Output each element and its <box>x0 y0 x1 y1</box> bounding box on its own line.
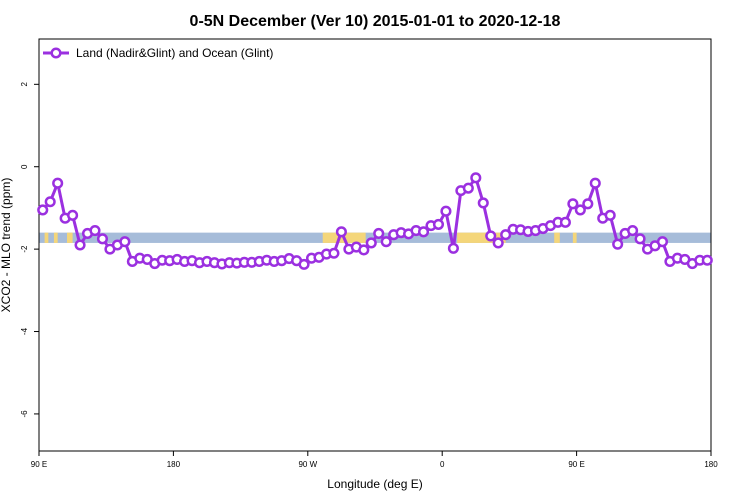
data-point <box>432 218 445 230</box>
land-band-segment <box>44 232 49 243</box>
x-tick-label: 90 E <box>568 460 584 469</box>
legend: Land (Nadir&Glint) and Ocean (Glint) <box>43 46 273 60</box>
y-axis: 2 0 -2 -4 -6 <box>20 82 39 418</box>
x-tick-label: 180 <box>167 460 181 469</box>
y-tick-label: 2 <box>20 82 29 87</box>
data-point <box>335 226 347 238</box>
chart-title: 0-5N December (Ver 10) 2015-01-01 to 202… <box>190 13 561 30</box>
legend-marker <box>50 47 62 59</box>
data-point <box>44 196 56 208</box>
x-axis-label: Longitude (deg E) <box>327 477 422 491</box>
data-point <box>417 226 430 238</box>
data-point <box>627 225 639 237</box>
land-band-segment <box>53 232 58 243</box>
data-point <box>656 236 669 248</box>
data-point <box>589 177 601 189</box>
y-tick-label: -4 <box>20 327 29 335</box>
x-axis: 90 E 180 90 W 0 90 E 180 <box>31 451 718 469</box>
series-line <box>41 176 708 266</box>
data-point <box>52 177 64 189</box>
x-tick-label: 180 <box>704 460 718 469</box>
data-point <box>328 247 340 259</box>
data-point <box>89 225 101 237</box>
land-band-segment <box>572 232 577 243</box>
data-point <box>358 244 370 256</box>
data-point <box>485 230 497 242</box>
plot-frame <box>38 38 712 452</box>
data-point <box>447 242 459 254</box>
data-point <box>462 182 474 194</box>
data-point <box>470 172 482 184</box>
data-point <box>440 205 452 217</box>
legend-label: Land (Nadir&Glint) and Ocean (Glint) <box>76 46 273 60</box>
land-band-segment <box>554 232 560 243</box>
data-point <box>119 236 131 248</box>
y-axis-label: XCO2 - MLO trend (ppm) <box>0 178 13 313</box>
data-point <box>582 198 594 210</box>
data-point <box>500 229 512 241</box>
data-point <box>574 204 586 216</box>
data-point <box>298 258 310 270</box>
series-land-nadir-glint-ocean-glint <box>37 172 713 270</box>
y-tick-label: -6 <box>20 410 29 418</box>
data-point <box>701 254 713 266</box>
land-band-segment <box>67 232 73 243</box>
data-point <box>37 204 49 216</box>
x-tick-label: 90 E <box>31 460 47 469</box>
data-point <box>373 227 385 240</box>
data-point <box>96 233 109 245</box>
data-point <box>365 237 377 249</box>
y-tick-label: -2 <box>20 245 29 253</box>
data-point <box>634 233 646 245</box>
y-tick-label: 0 <box>20 164 29 169</box>
x-tick-label: 90 W <box>298 460 317 469</box>
x-tick-label: 0 <box>440 460 445 469</box>
data-point <box>567 198 579 210</box>
data-point <box>74 239 86 251</box>
data-point <box>380 236 392 248</box>
land-band-segment <box>457 232 506 243</box>
data-point <box>477 197 489 209</box>
data-point <box>67 209 79 221</box>
data-point <box>559 216 571 228</box>
data-point <box>492 237 504 249</box>
data-point <box>604 209 616 221</box>
data-point <box>612 238 624 250</box>
